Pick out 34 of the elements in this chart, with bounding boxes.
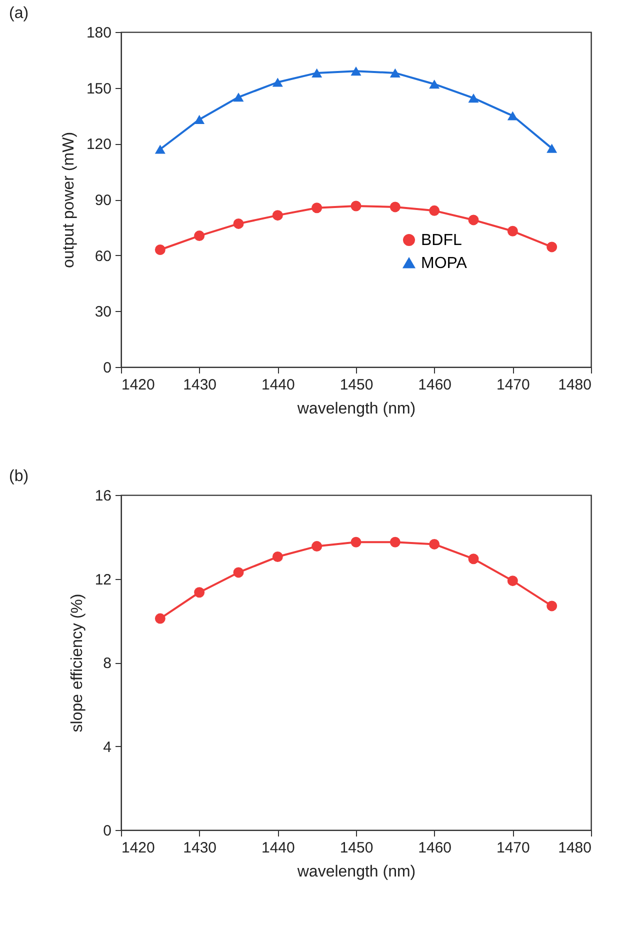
- x-tick-label: 1420: [122, 840, 155, 856]
- y-axis-title: output power (mW): [60, 132, 78, 268]
- x-axis-title: wavelength (nm): [296, 864, 416, 880]
- x-tick-label: 1450: [340, 376, 374, 394]
- y-tick-label: 30: [94, 304, 112, 321]
- x-tick-label: 1460: [418, 376, 452, 394]
- y-tick-label: 0: [103, 822, 112, 840]
- x-tick-label: 1430: [183, 376, 217, 394]
- x-tick-label: 1430: [183, 840, 217, 856]
- y-tick-label: 4: [103, 738, 112, 756]
- y-tick-label: 180: [86, 24, 112, 42]
- y-tick-label: 150: [86, 80, 112, 98]
- y-axis-title: slope efficiency (%): [68, 594, 86, 732]
- chart-title: (b): [9, 468, 29, 485]
- x-tick-label: 1470: [496, 376, 530, 394]
- y-tick-label: 0: [103, 360, 112, 376]
- chart-title: (a): [9, 5, 29, 22]
- y-tick-label: 16: [94, 488, 112, 504]
- x-tick-label: 1480: [558, 840, 592, 856]
- x-axis-title: wavelength (nm): [296, 400, 416, 418]
- x-tick-label: 1440: [261, 376, 295, 394]
- y-tick-label: 8: [103, 655, 112, 672]
- x-tick-label: 1470: [496, 840, 530, 856]
- y-tick-label: 60: [94, 248, 112, 265]
- x-tick-label: 1420: [122, 376, 155, 394]
- x-tick-label: 1440: [261, 840, 295, 856]
- legend-label: BDFL: [421, 232, 462, 249]
- y-tick-label: 12: [94, 571, 112, 588]
- y-tick-label: 90: [94, 192, 112, 209]
- x-tick-label: 1450: [340, 840, 374, 856]
- legend-label: MOPA: [421, 255, 468, 272]
- y-tick-label: 120: [86, 136, 112, 154]
- x-tick-label: 1480: [558, 376, 592, 394]
- x-tick-label: 1460: [418, 840, 452, 856]
